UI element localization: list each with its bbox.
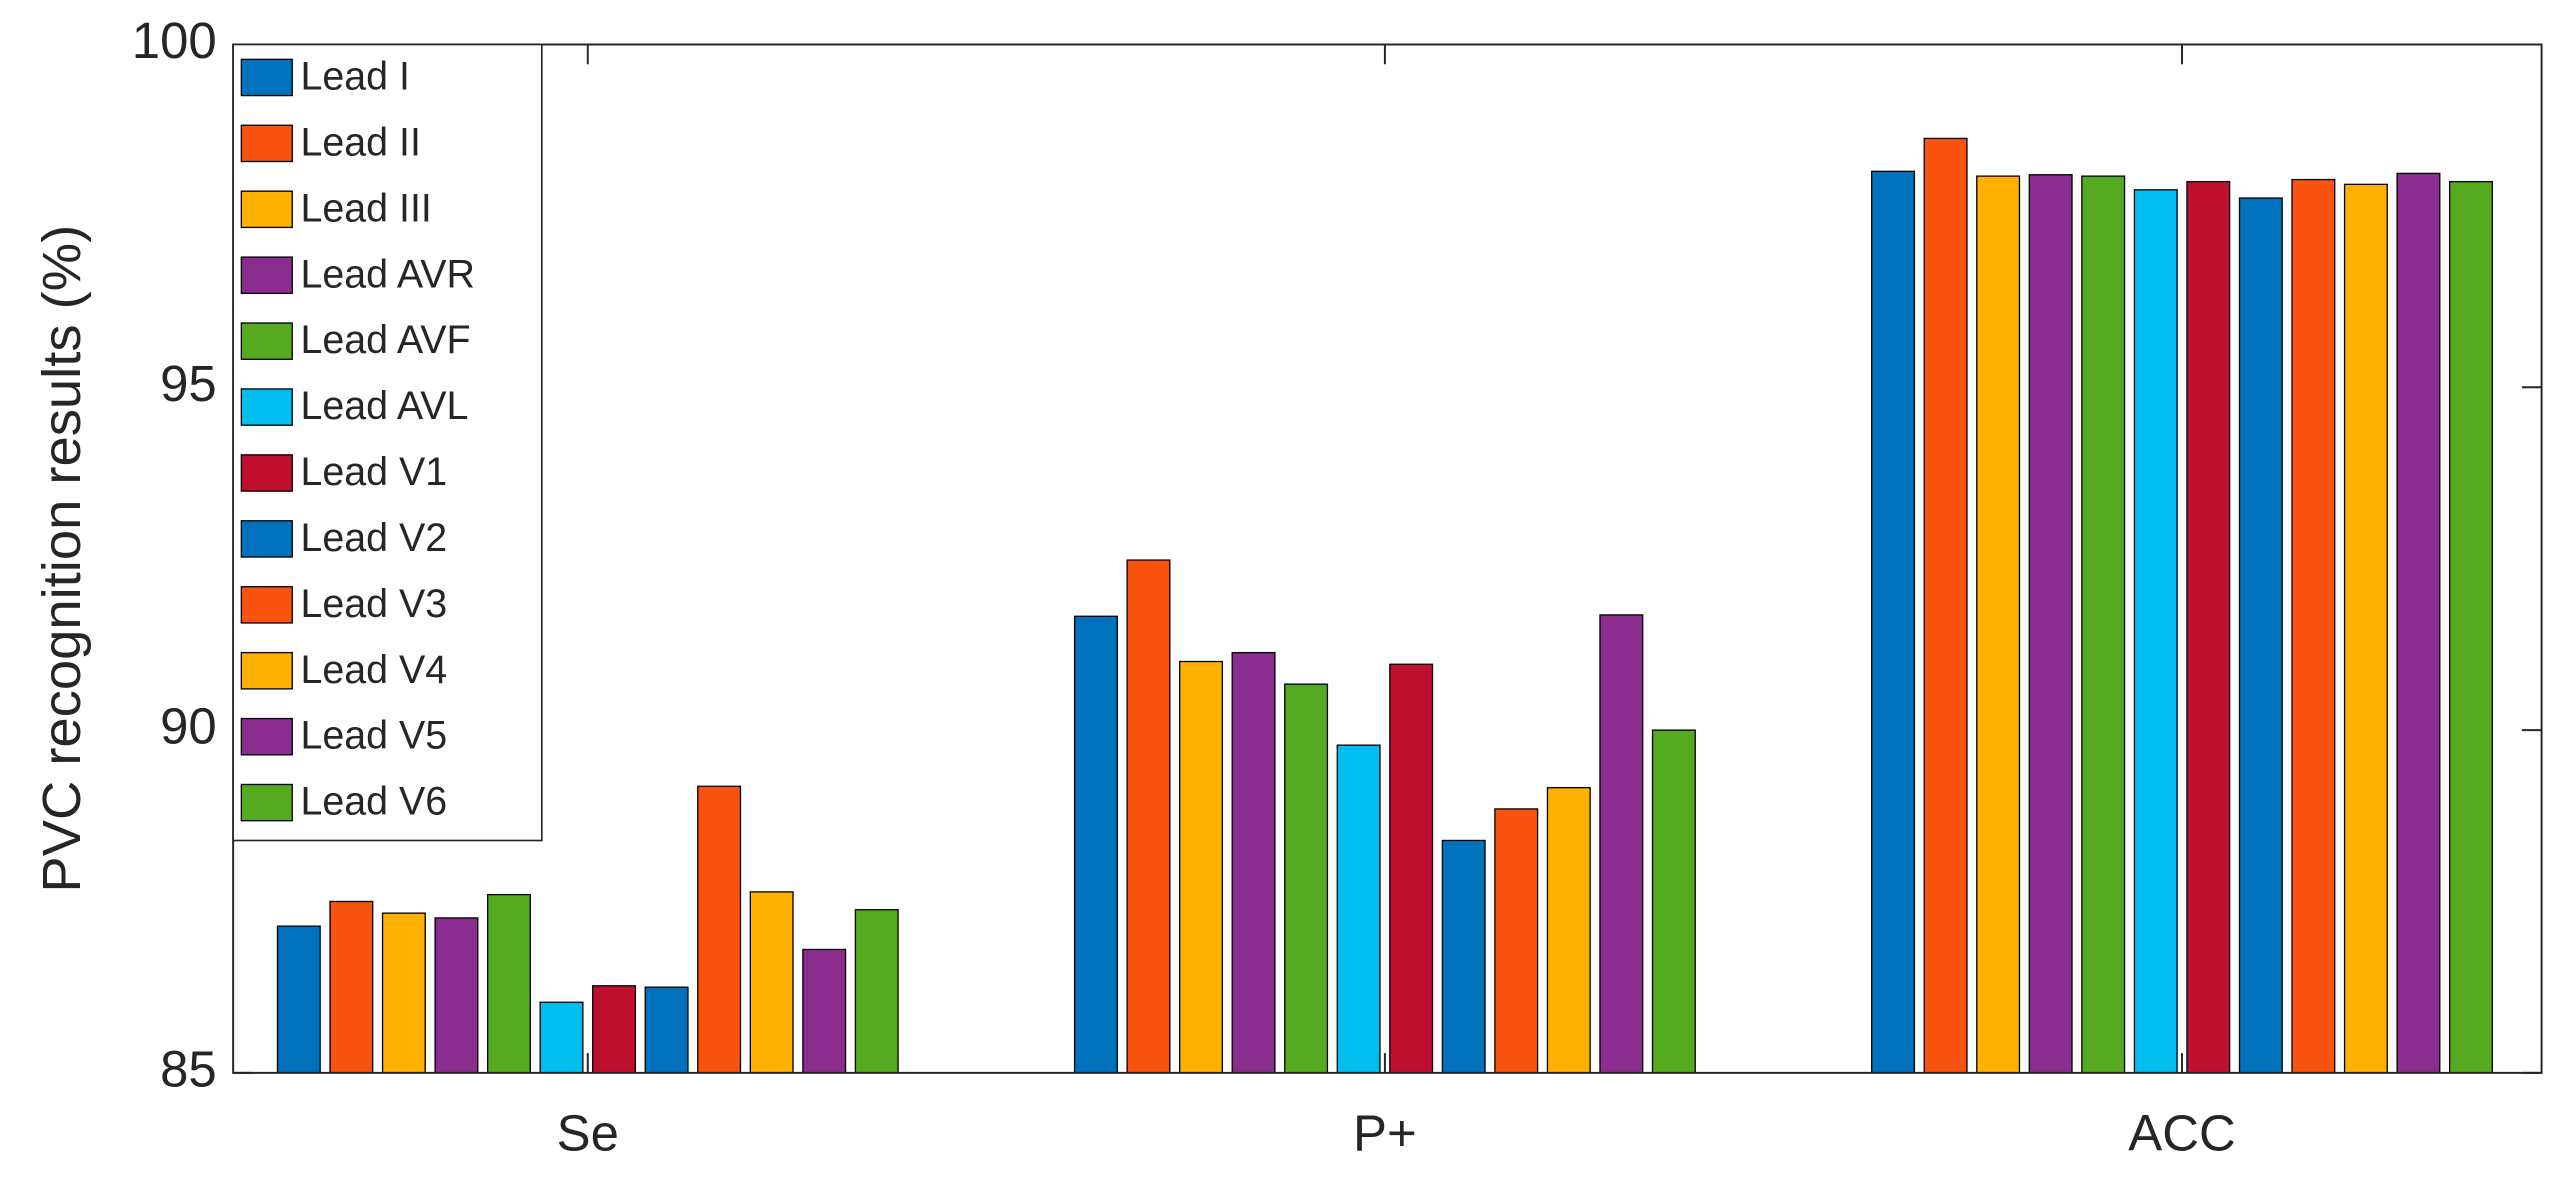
bar [2028,174,2073,1074]
bar [1651,729,1696,1074]
legend-swatch [240,388,293,426]
legend-label: Lead AVR [300,252,474,296]
bar [1976,175,2021,1074]
bar [644,986,689,1074]
bar [1336,744,1381,1074]
bar [381,912,426,1074]
bar [1494,808,1539,1074]
legend-label: Lead I [300,54,410,98]
legend-label: Lead V1 [300,450,447,494]
legend-label: Lead V3 [300,582,447,626]
bar [1546,787,1591,1074]
bar [1231,651,1276,1074]
bar [2238,197,2283,1074]
bar [854,909,899,1074]
x-tick-label: P+ [1353,1105,1417,1162]
legend-label: Lead V2 [300,516,447,560]
legend-swatch [240,190,293,229]
bar [592,985,637,1074]
y-tick-label: 90 [160,697,217,754]
bar [1126,559,1171,1074]
bar [2291,178,2336,1074]
bar [1923,137,1968,1074]
bar [2396,172,2441,1074]
bar [2081,175,2126,1074]
bar [1284,683,1329,1074]
x-tick-label: ACC [2128,1105,2235,1162]
bar [539,1001,584,1074]
legend-swatch [240,783,293,822]
bar [434,917,479,1074]
bar [276,925,321,1074]
bar [2343,183,2388,1074]
bar [486,893,531,1074]
x-tick-label: Se [557,1105,619,1162]
legend-swatch [240,717,293,756]
bar [1441,839,1486,1074]
bar [1599,614,1644,1074]
bar [749,891,794,1074]
legend-label: Lead V4 [300,648,447,692]
bar [1389,663,1434,1074]
legend-label: Lead AVF [300,318,470,362]
y-tick-label: 100 [132,12,217,69]
bar [2133,189,2178,1074]
legend-swatch [240,256,293,295]
bar [697,785,742,1074]
legend-swatch [240,124,293,163]
legend-box [232,43,543,842]
bar [2448,180,2493,1074]
legend-label: Lead III [300,186,431,230]
bar [2186,180,2231,1074]
y-axis-label: PVC recognition results (%) [31,225,92,893]
legend-swatch [240,322,293,360]
legend-swatch [240,586,293,624]
bar [329,900,374,1074]
legend-label: Lead II [300,120,420,164]
legend-swatch [240,58,293,97]
legend-swatch [240,651,293,690]
legend-swatch [240,454,293,492]
y-tick-label: 95 [160,355,217,412]
bar [1179,660,1224,1074]
y-tick-label: 85 [160,1040,217,1097]
bar [1871,170,1916,1074]
bar [1073,615,1118,1074]
bar [802,948,847,1074]
legend-label: Lead V6 [300,780,447,824]
legend-swatch [240,520,293,558]
legend-label: Lead AVL [300,384,468,428]
legend-label: Lead V5 [300,714,447,758]
